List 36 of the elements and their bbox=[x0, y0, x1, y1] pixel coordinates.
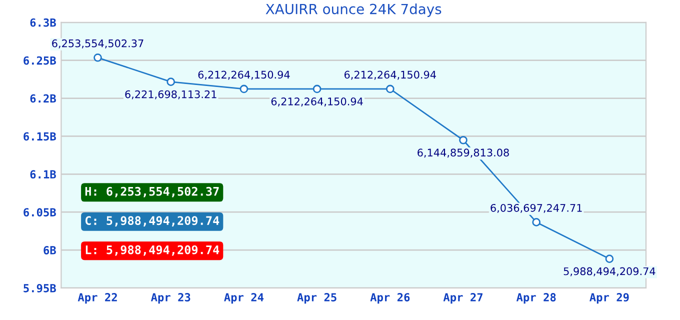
point bbox=[532, 218, 541, 226]
point bbox=[312, 84, 322, 94]
x-tick-label: Apr 24 bbox=[224, 293, 264, 304]
y-tick-label: 6B bbox=[44, 246, 56, 254]
y-tick-label: 6.25B bbox=[24, 56, 56, 65]
point bbox=[94, 53, 102, 62]
y-tick-label: 6.3B bbox=[30, 18, 56, 27]
data-label: 6,253,554,502.37 bbox=[52, 39, 144, 48]
annotation: C: 5,988,494,209.74 bbox=[85, 216, 220, 227]
data-label: 6,144,859,813.08 bbox=[418, 148, 509, 158]
data-label: 6,212,264,150.94 bbox=[198, 70, 290, 80]
y-tick-label: 6.1B bbox=[30, 170, 56, 179]
point bbox=[386, 84, 394, 94]
point bbox=[605, 254, 614, 263]
x-tick-label: Apr 29 bbox=[590, 293, 629, 304]
y-tick-label: 6.05B bbox=[24, 208, 56, 217]
annotation: L: 5,988,494,209.74 bbox=[86, 245, 220, 256]
data-label: 6,036,697,247.71 bbox=[490, 204, 582, 213]
point bbox=[459, 136, 468, 144]
x-tick-label: Apr 25 bbox=[297, 293, 336, 304]
x-tick-label: Apr 27 bbox=[443, 293, 482, 304]
point bbox=[166, 78, 176, 86]
data-label: 6,212,264,150.94 bbox=[344, 70, 436, 80]
data-label: 5,988,494,209.74 bbox=[564, 267, 656, 276]
y-tick-label: 5.95B bbox=[24, 284, 56, 292]
annotation: H: 6,253,554,502.37 bbox=[85, 186, 219, 198]
data-label: 6,212,264,150.94 bbox=[271, 97, 363, 106]
data-label: 6,221,698,113.21 bbox=[125, 90, 216, 100]
x-tick-label: Apr 22 bbox=[78, 293, 117, 304]
y-tick-label: 6.2B bbox=[30, 94, 56, 103]
chart-title: XAUIRR ounce 24K 7days bbox=[266, 4, 442, 17]
x-tick-label: Apr 23 bbox=[150, 293, 190, 304]
x-tick-label: Apr 26 bbox=[370, 293, 410, 304]
point bbox=[240, 84, 248, 94]
x-tick-label: Apr 28 bbox=[516, 293, 556, 304]
y-tick-label: 6.15B bbox=[24, 132, 56, 141]
